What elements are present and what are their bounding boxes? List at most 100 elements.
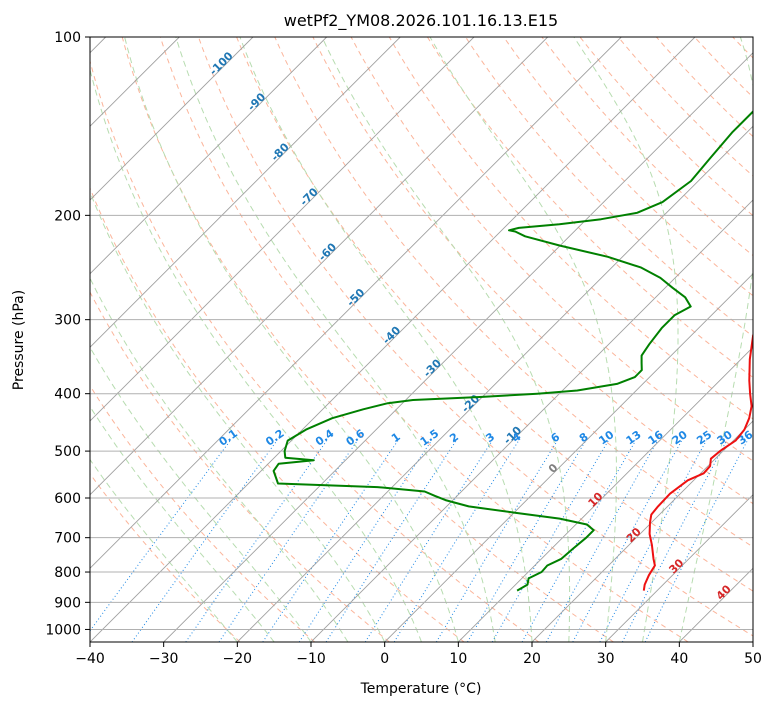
moist-adiabat-line [175, 37, 496, 642]
mixing-ratio-label: 16 [646, 428, 666, 448]
y-tick-label: 400 [54, 387, 81, 403]
mixing-ratio-line [644, 440, 748, 642]
dry-adiabats [90, 37, 753, 642]
isotherm-label: -60 [316, 240, 339, 263]
dry-adiabat-line [541, 37, 753, 257]
plot-area: -100-90-80-70-60-50-40-30-20-1000.1 0.2 0.… [90, 37, 755, 642]
y-tick-label: 800 [54, 565, 81, 581]
dry-adiabat-line [236, 37, 753, 592]
mixing-ratio-label: 6 [549, 430, 563, 445]
x-tick-label: −20 [223, 651, 253, 667]
isotherm-line [678, 567, 753, 642]
mixing-ratio-label: 0.4 [313, 427, 337, 449]
dry-adiabat-line [656, 37, 753, 138]
x-tick-label: −10 [296, 651, 326, 667]
mixing-ratio-label: 36 [735, 428, 755, 448]
mixing-ratio-line [131, 440, 278, 642]
isotherm-label: -50 [344, 286, 367, 309]
isotherm-line [90, 37, 622, 569]
mixing-ratio-lines [90, 440, 748, 642]
mixing-ratio-line [90, 440, 231, 632]
isotherm-line [90, 37, 696, 642]
isotherm-line [90, 37, 328, 275]
mixing-ratio-label: 1 [389, 430, 403, 445]
mixing-ratio-line [262, 440, 399, 642]
x-tick-label: 20 [523, 651, 541, 667]
mixing-ratio-line [491, 440, 609, 642]
isotherms [90, 37, 753, 642]
potential-temp-label: 40 [714, 582, 734, 602]
mixing-ratio-line [325, 440, 457, 642]
y-tick-label: 1000 [45, 622, 81, 638]
moist-adiabats [90, 37, 753, 642]
x-tick-label: 10 [449, 651, 467, 667]
isotherm-line [310, 199, 753, 642]
y-tick-label: 100 [54, 30, 81, 46]
isotherm-line [236, 125, 753, 642]
pressure-gridlines [90, 37, 753, 630]
x-tick-label: −30 [149, 651, 179, 667]
dry-adiabat-line [388, 37, 753, 420]
dry-adiabat-line [350, 37, 753, 462]
y-tick-label: 600 [54, 491, 81, 507]
isotherm-label: -90 [245, 90, 268, 113]
potential-temp-label: 10 [586, 490, 606, 510]
mixing-ratio-line [218, 440, 358, 642]
isotherm-label: -100 [207, 49, 236, 78]
mixing-ratio-line [621, 440, 728, 642]
y-tick-label: 700 [54, 531, 81, 547]
y-axis: 100 200 300 400 500 600 700 800 900 1000 [45, 30, 90, 638]
dry-adiabat-line [732, 37, 753, 59]
mixing-ratio-line [393, 440, 520, 642]
moist-adiabat-line [90, 190, 386, 642]
chart-title: wetPf2_YM08.2026.101.16.13.E15 [284, 11, 558, 31]
moist-adiabat-line [321, 37, 571, 642]
dry-adiabat-line [90, 59, 540, 642]
mixing-ratio-label: 30 [715, 428, 735, 448]
isotherm-line [163, 52, 753, 642]
dry-adiabat-line [90, 186, 465, 642]
temperature-profile-line [642, 331, 753, 591]
mixing-ratio-line [435, 440, 558, 642]
moist-adiabat-line [429, 37, 617, 642]
moist-adiabat-line [573, 37, 679, 642]
mixing-ratio-line [185, 440, 328, 642]
x-tick-label: 30 [597, 651, 615, 667]
dry-adiabat-line [694, 37, 753, 98]
moist-adiabat-line [239, 37, 533, 642]
dry-adiabat-line [312, 37, 753, 505]
y-tick-label: 500 [54, 444, 81, 460]
moist-adiabat-line [90, 277, 349, 642]
dry-adiabat-line [426, 37, 753, 378]
y-tick-label: 900 [54, 595, 81, 611]
moist-adiabat-line [678, 37, 753, 642]
mixing-ratio-label: 10 [596, 428, 616, 448]
dry-adiabat-line [503, 37, 753, 297]
moist-adiabat-line [90, 346, 312, 642]
mixing-ratio-line [599, 440, 707, 642]
dewpoint-profile-line [272, 110, 753, 592]
mixing-ratio-line [467, 440, 587, 642]
x-tick-label: 40 [670, 651, 688, 667]
potential-temp-label: 20 [624, 525, 644, 545]
x-tick-label: 0 [380, 651, 389, 667]
dry-adiabat-line [274, 37, 753, 548]
isotherm-line [384, 273, 753, 642]
moist-adiabat-line [90, 458, 238, 642]
potential-temp-label: 30 [666, 556, 686, 576]
isotherm-line [457, 346, 753, 642]
mixing-ratio-label: 13 [624, 428, 644, 447]
moist-adiabat-line [90, 67, 422, 642]
isotherm-line [90, 37, 401, 348]
plot-frame [89, 36, 754, 643]
isotherm-label: -20 [459, 392, 482, 415]
dry-adiabat-line [90, 291, 390, 642]
x-axis: −40 −30 −20 −10 0 10 20 30 40 50 [75, 642, 762, 667]
x-axis-label: Temperature (°C) [360, 681, 482, 697]
mixing-ratio-label: 3 [483, 430, 497, 445]
dry-adiabat-line [90, 384, 316, 642]
isotherm-line [90, 37, 549, 496]
isotherm-line [531, 420, 753, 642]
mixing-ratio-label: 0.6 [344, 427, 368, 449]
